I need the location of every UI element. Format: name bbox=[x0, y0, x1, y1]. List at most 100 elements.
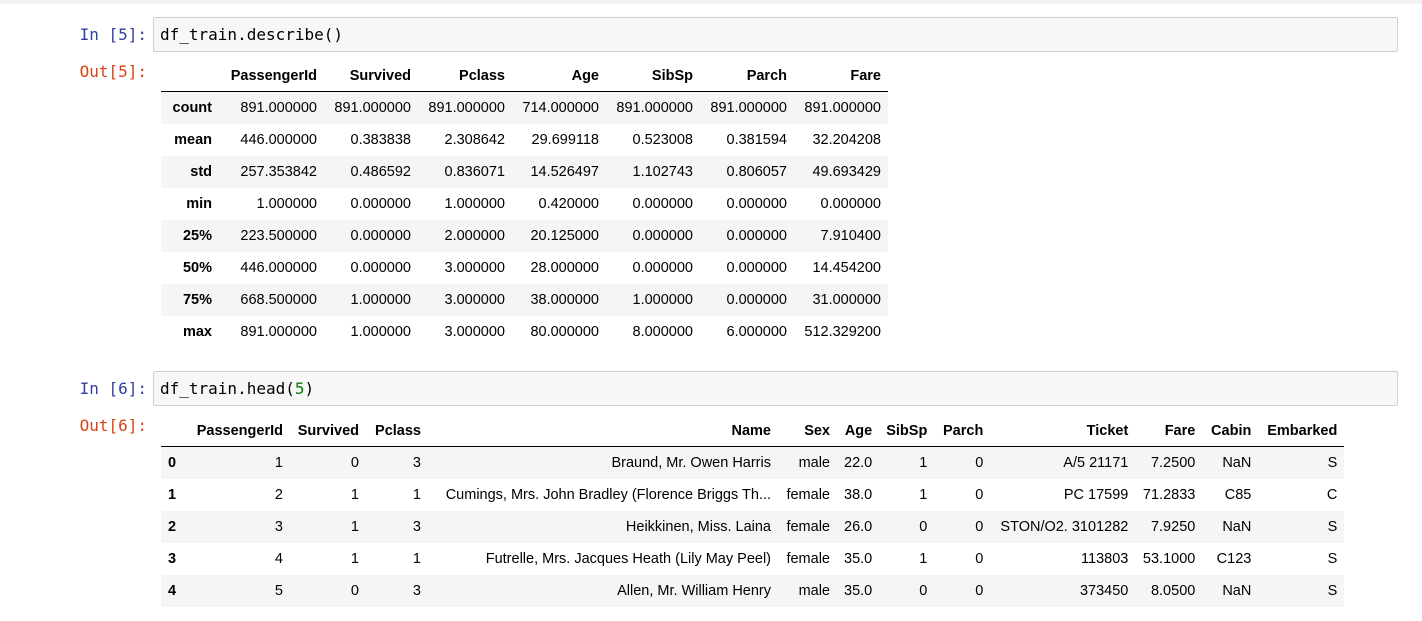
table-cell: NaN bbox=[1222, 583, 1252, 599]
table-cell: 1 bbox=[412, 487, 421, 503]
table-cell: NaN bbox=[1222, 455, 1252, 471]
column-header: Survived bbox=[324, 61, 418, 92]
table-row: 50% 446.000000 0.000000 3.000000 28.000000 0.… bbox=[161, 252, 888, 284]
table-cell: 2.308642 bbox=[444, 132, 505, 148]
table-cell: 668.500000 bbox=[240, 292, 317, 308]
table-cell: 0.000000 bbox=[350, 196, 411, 212]
table-cell: 0 bbox=[919, 519, 928, 535]
column-header: Age bbox=[837, 416, 880, 447]
column-header: Survived bbox=[290, 416, 366, 447]
table-cell: 8.0500 bbox=[1150, 583, 1196, 599]
column-header: Sex bbox=[778, 416, 837, 447]
table-cell: 1 bbox=[350, 487, 359, 503]
table-cell: 6.000000 bbox=[726, 324, 787, 340]
table-cell: 0 bbox=[975, 519, 984, 535]
table-cell: 26.0 bbox=[844, 519, 873, 535]
table-row: 75% 668.500000 1.000000 3.000000 38.000000 1.… bbox=[161, 284, 888, 316]
table-cell: 3 bbox=[412, 455, 421, 471]
table-row: 3 4 1 1 Futrelle, Mrs. Jacques Heath (Lily M… bbox=[161, 543, 1345, 575]
table-cell: C123 bbox=[1216, 551, 1252, 567]
table-cell: 53.1000 bbox=[1142, 551, 1196, 567]
table-cell: 0.000000 bbox=[726, 196, 787, 212]
table-cell: 38.0 bbox=[844, 487, 873, 503]
column-header: Pclass bbox=[418, 61, 512, 92]
table-cell: Cumings, Mrs. John Bradley (Florence Bri… bbox=[445, 487, 771, 503]
table-cell: 7.2500 bbox=[1150, 455, 1196, 471]
column-header bbox=[161, 61, 219, 92]
table-cell: 3 bbox=[274, 519, 283, 535]
column-header: SibSp bbox=[879, 416, 935, 447]
table-cell: A/5 21171 bbox=[1063, 455, 1129, 471]
table-cell: male bbox=[798, 455, 830, 471]
table-cell: 446.000000 bbox=[240, 260, 317, 276]
code-cell-5[interactable]: df_train.describe() bbox=[153, 17, 1398, 52]
table-cell: 0 bbox=[975, 583, 984, 599]
table-cell: 71.2833 bbox=[1142, 487, 1196, 503]
column-header: Name bbox=[428, 416, 778, 447]
table-cell: female bbox=[786, 519, 830, 535]
table-cell: 5 bbox=[274, 583, 283, 599]
row-index: std bbox=[190, 164, 212, 180]
table-cell: Heikkinen, Miss. Laina bbox=[625, 519, 771, 535]
column-header: Fare bbox=[794, 61, 888, 92]
row-index: 0 bbox=[168, 455, 177, 471]
table-cell: 0.000000 bbox=[632, 196, 693, 212]
table-row: min 1.000000 0.000000 1.000000 0.420000 0.000… bbox=[161, 188, 888, 220]
table-cell: female bbox=[786, 551, 830, 567]
table-cell: 0.000000 bbox=[726, 292, 787, 308]
table-cell: S bbox=[1327, 551, 1338, 567]
table-cell: STON/O2. 3101282 bbox=[1000, 519, 1129, 535]
column-header bbox=[161, 416, 185, 447]
column-header: Parch bbox=[934, 416, 991, 447]
table-row: 1 2 1 1 Cumings, Mrs. John Bradley (Florence… bbox=[161, 479, 1345, 511]
column-header: Fare bbox=[1135, 416, 1203, 447]
column-header: PassengerId bbox=[219, 61, 324, 92]
table-cell: 257.353842 bbox=[240, 164, 317, 180]
table-row: 4 5 0 3 Allen, Mr. William Henry male 35.0 0 0 37… bbox=[161, 575, 1345, 607]
table-row: 2 3 1 3 Heikkinen, Miss. Laina female 26.0 0 0 ST… bbox=[161, 511, 1345, 543]
code-cell-6[interactable]: df_train.head(5) bbox=[153, 371, 1398, 406]
table-cell: 8.000000 bbox=[632, 324, 693, 340]
table-cell: 2.000000 bbox=[444, 228, 505, 244]
table-cell: 29.699118 bbox=[531, 132, 599, 148]
column-header: PassengerId bbox=[185, 416, 290, 447]
table-cell: 1 bbox=[919, 487, 928, 503]
table-cell: 3 bbox=[412, 519, 421, 535]
table-cell: 7.9250 bbox=[1150, 519, 1196, 535]
row-index: mean bbox=[174, 132, 212, 148]
table-cell: female bbox=[786, 487, 830, 503]
table-cell: 1 bbox=[274, 455, 283, 471]
column-header: Embarked bbox=[1258, 416, 1345, 447]
table-cell: PC 17599 bbox=[1063, 487, 1129, 503]
row-index: 25% bbox=[182, 228, 212, 244]
output-prompt-6: Out[6]: bbox=[79, 416, 147, 435]
output-prompt-5: Out[5]: bbox=[79, 62, 147, 81]
table-cell: C85 bbox=[1224, 487, 1252, 503]
code-text-6: df_train.head(5) bbox=[160, 379, 315, 398]
table-cell: 0.000000 bbox=[632, 260, 693, 276]
table-row: max 891.000000 1.000000 3.000000 80.000000 8.… bbox=[161, 316, 888, 348]
table-cell: 4 bbox=[274, 551, 283, 567]
table-cell: 1 bbox=[412, 551, 421, 567]
table-cell: 2 bbox=[274, 487, 283, 503]
table-cell: 0 bbox=[350, 455, 359, 471]
row-index: min bbox=[186, 196, 212, 212]
table-cell: Braund, Mr. Owen Harris bbox=[611, 455, 771, 471]
table-cell: 891.000000 bbox=[334, 100, 411, 116]
code-text-5: df_train.describe() bbox=[160, 25, 344, 44]
table-cell: S bbox=[1327, 583, 1338, 599]
row-index: 75% bbox=[182, 292, 212, 308]
table-cell: 14.526497 bbox=[530, 164, 599, 180]
table-cell: 0 bbox=[975, 487, 984, 503]
table-header-row: PassengerId Survived Pclass Age SibSp Pa… bbox=[161, 61, 888, 92]
table-cell: 1 bbox=[919, 551, 928, 567]
row-index: max bbox=[182, 324, 212, 340]
table-cell: 0.000000 bbox=[632, 228, 693, 244]
table-cell: male bbox=[798, 583, 830, 599]
table-cell: 0.000000 bbox=[350, 260, 411, 276]
table-cell: 35.0 bbox=[844, 551, 873, 567]
column-header: Ticket bbox=[990, 416, 1136, 447]
table-cell: 1.000000 bbox=[350, 292, 411, 308]
table-cell: 0.806057 bbox=[726, 164, 787, 180]
table-cell: 38.000000 bbox=[530, 292, 599, 308]
